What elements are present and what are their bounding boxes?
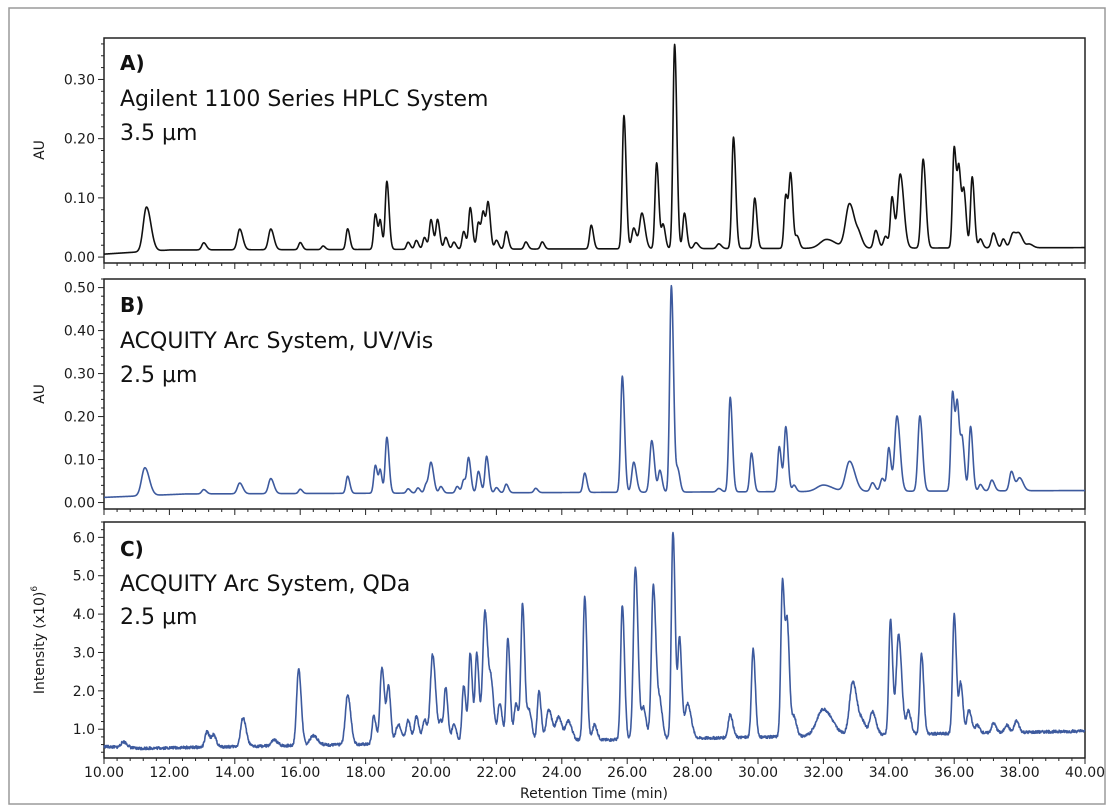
panel-b-y-tick-label: 0.30 (64, 367, 95, 383)
panel-c-y-axis-label-superscript: 6 (30, 586, 40, 592)
x-tick-label: 28.00 (673, 765, 713, 781)
panel-b-y-tick-label: 0.00 (64, 496, 95, 512)
x-tick-label: 32.00 (803, 765, 843, 781)
x-tick-label: 16.00 (280, 765, 320, 781)
x-axis-ticks: 10.00 12.00 14.00 16.00 18.00 20.00 22.00 24.00… (84, 263, 1105, 781)
panel-b-frame (103, 278, 1086, 510)
x-tick-label: 38.00 (1000, 765, 1040, 781)
panel-b-y-ticks: 0.00 0.10 0.20 0.30 0.40 0.50 (64, 278, 104, 512)
x-tick-label: 36.00 (934, 765, 974, 781)
panel-a-particle-size: 3.5 µm (120, 121, 197, 146)
panel-a-y-tick-label: 0.20 (64, 132, 95, 148)
x-axis-label: Retention Time (min) (520, 786, 668, 802)
panel-c-y-tick-label: 4.0 (73, 607, 95, 623)
x-tick-label: 12.00 (149, 765, 189, 781)
panel-b-system-label: ACQUITY Arc System, UV/Vis (120, 329, 433, 354)
panel-b-letter: B) (120, 293, 144, 317)
panel-b: 0.00 0.10 0.20 0.30 0.40 0.50 B) ACQUITY Arc … (32, 278, 1086, 512)
x-tick-label: 26.00 (607, 765, 647, 781)
panel-a-y-tick-label: 0.10 (64, 191, 95, 207)
panel-a: 0.00 0.10 0.20 0.30 A) Agilent 1100 Series … (32, 37, 1086, 266)
panel-b-y-tick-label: 0.40 (64, 324, 95, 340)
panel-c-y-tick-label: 6.0 (73, 530, 95, 546)
panel-a-y-tick-label: 0.30 (64, 72, 95, 88)
panel-a-system-label: Agilent 1100 Series HPLC System (120, 87, 488, 112)
panel-a-letter: A) (120, 51, 145, 75)
x-tick-label: 20.00 (411, 765, 451, 781)
panel-c-particle-size: 2.5 µm (120, 605, 197, 630)
x-tick-label: 40.00 (1065, 765, 1105, 781)
panel-b-y-tick-label: 0.10 (64, 453, 95, 469)
x-tick-label: 30.00 (738, 765, 778, 781)
x-tick-label: 18.00 (346, 765, 386, 781)
x-tick-label: 34.00 (869, 765, 909, 781)
panel-c-y-tick-label: 3.0 (73, 645, 95, 661)
panel-c-trace (103, 531, 1086, 751)
panel-c-letter: C) (120, 537, 144, 561)
figure-border (8, 7, 1106, 805)
x-tick-label: 10.00 (84, 765, 124, 781)
panel-c-y-axis-label: Intensity (x10)6 (30, 586, 48, 694)
panel-c-system-label: ACQUITY Arc System, QDa (120, 572, 410, 597)
panel-c-y-tick-label: 1.0 (73, 722, 95, 738)
panel-a-y-axis-label: AU (32, 140, 48, 160)
panel-b-y-tick-label: 0.20 (64, 410, 95, 426)
panel-a-y-tick-label: 0.00 (64, 250, 95, 266)
panel-a-y-ticks: 0.00 0.10 0.20 0.30 (64, 43, 104, 266)
panel-c: 1.0 2.0 3.0 4.0 5.0 6.0 C) ACQUITY Arc System… (30, 521, 1086, 759)
panel-b-y-axis-label: AU (32, 384, 48, 404)
panel-a-frame (103, 37, 1086, 264)
x-tick-label: 14.00 (215, 765, 255, 781)
panel-c-y-tick-label: 5.0 (73, 569, 95, 585)
panel-b-y-tick-label: 0.50 (64, 281, 95, 297)
panel-c-y-tick-label: 2.0 (73, 684, 95, 700)
panel-b-trace (103, 284, 1086, 499)
panel-b-particle-size: 2.5 µm (120, 363, 197, 388)
panel-c-frame (103, 521, 1086, 759)
panel-c-y-ticks: 1.0 2.0 3.0 4.0 5.0 6.0 (73, 521, 104, 753)
panel-a-trace (103, 43, 1086, 255)
x-tick-label: 24.00 (542, 765, 582, 781)
x-tick-label: 22.00 (476, 765, 516, 781)
panel-c-y-axis-label-main: Intensity (x10) (32, 592, 48, 694)
